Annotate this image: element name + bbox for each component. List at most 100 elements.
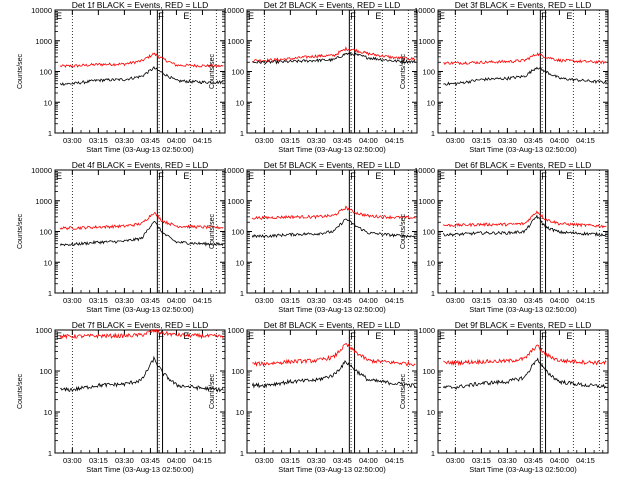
y-tick-label: 1 [240, 449, 244, 458]
x-tick-label: 03:45 [524, 456, 543, 465]
events-series-line [251, 218, 416, 239]
x-tick-label: 03:45 [333, 136, 352, 145]
x-tick-label: 04:00 [167, 296, 186, 305]
y-tick-label: 1 [48, 449, 52, 458]
interval-marker-label: F [350, 171, 356, 181]
y-tick-label: 10000 [223, 166, 244, 175]
x-tick-label: 03:00 [63, 456, 82, 465]
plot-frame [54, 329, 226, 454]
x-tick-label: 03:30 [307, 296, 326, 305]
y-axis-label: Counts/sec [400, 213, 407, 249]
x-tick-label: 03:45 [141, 296, 160, 305]
y-tick-label: 10 [427, 408, 435, 417]
chart-title: Det 2f BLACK = Events, RED = LLD [264, 0, 401, 10]
y-axis-label: Counts/sec [17, 53, 24, 89]
x-tick-label: 03:15 [281, 136, 300, 145]
interval-marker-label: E [375, 171, 381, 181]
x-axis-label: Start Time (03-Aug-13 02:50:00) [469, 465, 577, 474]
y-axis-label: Counts/sec [209, 53, 216, 89]
y-tick-label: 10 [236, 408, 244, 417]
y-tick-label: 100 [39, 367, 52, 376]
y-tick-label: 1 [48, 289, 52, 298]
interval-marker-label: F [158, 331, 164, 341]
plot-frame [246, 9, 418, 134]
y-tick-label: 100 [422, 367, 435, 376]
y-tick-label: 1000 [227, 326, 244, 335]
x-axis-label: Start Time (03-Aug-13 02:50:00) [278, 145, 386, 154]
chart-panel-3: Det 3f BLACK = Events, RED = LLD 1 10 100 10… [400, 0, 609, 154]
chart-panel-8: Det 8f BLACK = Events, RED = LLD 1 10 100 10… [209, 320, 418, 474]
y-tick-label: 100 [422, 68, 435, 77]
x-tick-label: 03:15 [89, 456, 108, 465]
plot-frame [54, 169, 226, 294]
y-tick-label: 1 [240, 129, 244, 138]
chart-panel-4: Det 4f BLACK = Events, RED = LLD 1 10 100 10… [17, 160, 226, 314]
y-tick-label: 1000 [418, 37, 435, 46]
chart-panel-2: Det 2f BLACK = Events, RED = LLD 1 10 100 10… [209, 0, 418, 154]
interval-marker-label: E [439, 331, 445, 341]
x-tick-label: 03:15 [472, 296, 491, 305]
y-tick-label: 10 [44, 408, 52, 417]
interval-marker-label: E [56, 331, 62, 341]
y-tick-label: 1 [431, 289, 435, 298]
x-tick-label: 04:00 [167, 456, 186, 465]
lld-series-line [443, 52, 607, 66]
chart-panel-7: Det 7f BLACK = Events, RED = LLD 1 10 100 10… [17, 320, 226, 474]
x-tick-label: 04:15 [576, 136, 595, 145]
events-series-line [442, 214, 607, 237]
x-tick-label: 04:00 [550, 296, 569, 305]
x-tick-label: 03:15 [472, 136, 491, 145]
chart-title: Det 8f BLACK = Events, RED = LLD [264, 320, 401, 330]
x-tick-label: 04:15 [385, 296, 404, 305]
x-tick-label: 03:15 [281, 456, 300, 465]
x-tick-label: 03:15 [472, 456, 491, 465]
y-tick-label: 1000 [227, 197, 244, 206]
y-axis-label: Counts/sec [209, 373, 216, 409]
x-tick-label: 03:00 [255, 296, 274, 305]
x-tick-label: 04:00 [167, 136, 186, 145]
x-tick-label: 04:15 [193, 456, 212, 465]
interval-marker-label: E [566, 331, 572, 341]
x-tick-label: 03:30 [307, 456, 326, 465]
x-tick-label: 03:00 [446, 456, 465, 465]
lld-series-line [59, 211, 224, 231]
interval-marker-label: E [566, 11, 572, 21]
x-tick-label: 04:15 [576, 456, 595, 465]
plot-frame [54, 9, 226, 134]
interval-marker-label: F [350, 331, 356, 341]
chart-panel-1: Det 1f BLACK = Events, RED = LLD 1 10 100 10… [17, 0, 226, 154]
x-tick-label: 03:00 [446, 296, 465, 305]
interval-marker-label: F [350, 11, 356, 21]
y-tick-label: 1000 [418, 326, 435, 335]
x-axis-label: Start Time (03-Aug-13 02:50:00) [469, 145, 577, 154]
interval-marker-label: F [541, 11, 547, 21]
lld-series-line [252, 46, 416, 63]
interval-marker-label: E [56, 171, 62, 181]
lld-series-line [251, 205, 416, 220]
interval-marker-label: E [183, 331, 189, 341]
y-tick-label: 1 [431, 129, 435, 138]
x-tick-label: 04:00 [359, 296, 378, 305]
y-tick-label: 100 [39, 228, 52, 237]
x-tick-label: 03:45 [141, 456, 160, 465]
chart-title: Det 5f BLACK = Events, RED = LLD [264, 160, 401, 170]
y-tick-label: 1000 [418, 197, 435, 206]
events-series-line [252, 52, 416, 65]
lld-series-line [443, 344, 607, 367]
x-tick-label: 03:45 [524, 136, 543, 145]
x-tick-label: 03:15 [89, 296, 108, 305]
lld-series-line [59, 328, 224, 340]
x-tick-label: 04:00 [550, 136, 569, 145]
y-tick-label: 1 [240, 289, 244, 298]
chart-title: Det 4f BLACK = Events, RED = LLD [72, 160, 209, 170]
events-series-line [59, 221, 224, 247]
interval-marker-label: E [375, 11, 381, 21]
y-tick-label: 100 [231, 228, 244, 237]
chart-title: Det 7f BLACK = Events, RED = LLD [72, 320, 209, 330]
x-tick-label: 04:15 [193, 296, 212, 305]
interval-marker-label: E [439, 171, 445, 181]
chart-title: Det 1f BLACK = Events, RED = LLD [72, 0, 209, 10]
y-tick-label: 100 [231, 367, 244, 376]
